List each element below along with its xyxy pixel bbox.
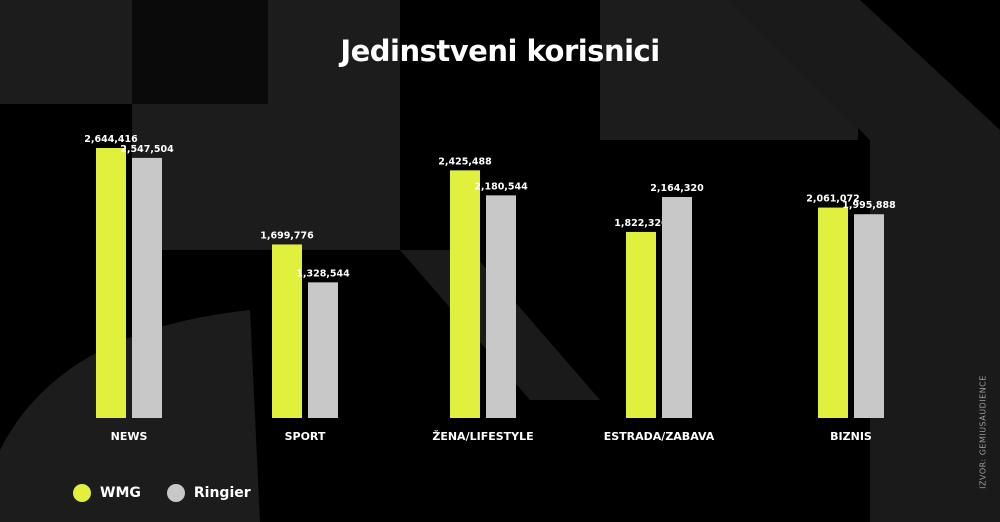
bar-wmg-ena-lifestyle bbox=[450, 170, 480, 418]
source-note: IZVOR: GEMIUSAUDIENCE bbox=[978, 375, 988, 489]
legend-swatch-ringier bbox=[166, 484, 185, 502]
bg-shape bbox=[268, 0, 400, 104]
legend-item-ringier: Ringier bbox=[166, 484, 251, 502]
legend-swatch-wmg bbox=[73, 484, 91, 502]
bar-wmg-estrada-zabava bbox=[626, 231, 656, 418]
category-label-ena-lifestyle: ŽENA/LIFESTYLE bbox=[432, 430, 533, 443]
data-label-ringier-sport: 1,328,544 bbox=[296, 268, 350, 279]
bar-ringier-sport bbox=[308, 282, 338, 418]
bar-ringier-biznis bbox=[854, 214, 884, 418]
bg-shape bbox=[132, 0, 268, 104]
bar-ringier-ena-lifestyle bbox=[486, 195, 516, 418]
data-label-wmg-biznis: 2,061,072 bbox=[806, 194, 860, 205]
category-label-biznis: BIZNIS bbox=[830, 430, 872, 443]
bg-shape bbox=[0, 310, 260, 522]
bg-shape bbox=[132, 104, 400, 250]
data-label-wmg-estrada-zabava: 1,822,320 bbox=[614, 218, 668, 229]
legend-label-ringier: Ringier bbox=[193, 485, 251, 501]
data-label-ringier-ena-lifestyle: 2,180,544 bbox=[474, 181, 528, 192]
bar-wmg-news bbox=[96, 148, 126, 418]
legend: WMG Ringier bbox=[73, 484, 277, 502]
bar-wmg-sport bbox=[272, 244, 302, 418]
data-label-ringier-estrada-zabava: 2,164,320 bbox=[650, 183, 704, 194]
bg-shape bbox=[0, 0, 132, 104]
bar-ringier-estrada-zabava bbox=[662, 197, 692, 418]
legend-label-wmg: WMG bbox=[100, 485, 141, 501]
bar-ringier-news bbox=[132, 157, 162, 418]
bar-wmg-biznis bbox=[818, 207, 848, 418]
legend-item-wmg: WMG bbox=[73, 484, 141, 502]
category-label-news: NEWS bbox=[111, 430, 148, 443]
data-label-wmg-sport: 1,699,776 bbox=[260, 230, 314, 241]
category-label-estrada-zabava: ESTRADA/ZABAVA bbox=[604, 430, 715, 443]
data-label-wmg-news: 2,644,416 bbox=[84, 134, 138, 145]
data-label-ringier-biznis: 1,995,888 bbox=[842, 200, 896, 211]
bg-shape bbox=[730, 0, 1000, 522]
category-label-sport: SPORT bbox=[285, 430, 326, 443]
data-label-ringier-news: 2,547,504 bbox=[120, 144, 174, 155]
data-label-wmg-ena-lifestyle: 2,425,488 bbox=[438, 156, 492, 167]
chart-title: Jedinstveni korisnici bbox=[340, 34, 660, 68]
